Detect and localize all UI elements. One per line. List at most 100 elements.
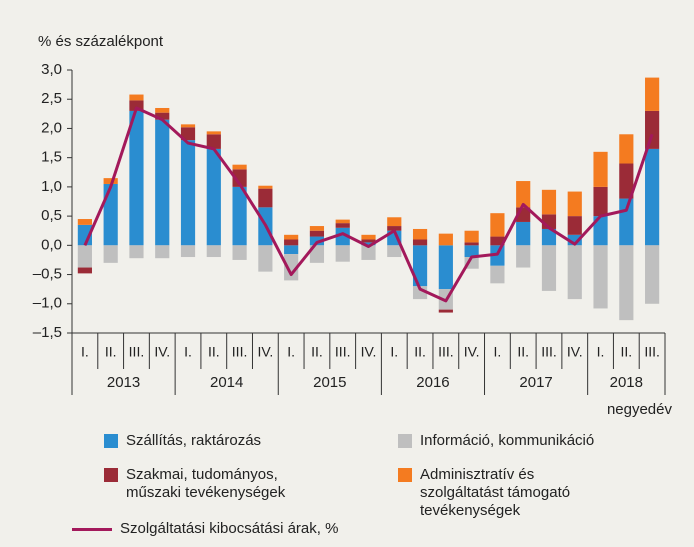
bar (309, 230, 325, 237)
bar (232, 186, 247, 246)
bar (129, 100, 144, 111)
x-tick-label: II. (105, 344, 117, 360)
bar (284, 239, 299, 246)
x-tick-label: I. (184, 344, 192, 360)
bar (464, 245, 479, 258)
chart: % és százalékpont negyedév –1,5 –1,0 –0,5 0… (33, 33, 673, 418)
bar (490, 265, 505, 284)
bar (412, 239, 428, 246)
bar (180, 245, 196, 258)
bar (645, 77, 660, 111)
bar (412, 228, 428, 240)
bar (361, 245, 376, 260)
bar (309, 245, 325, 263)
bar (541, 245, 557, 291)
bar (490, 236, 505, 246)
x-tick-label: I. (287, 344, 295, 360)
bar (567, 191, 582, 217)
bar (438, 245, 453, 290)
legend-swatch (72, 528, 112, 531)
y-tick-label: –1,0 (33, 295, 62, 312)
bar (335, 223, 350, 228)
bar (619, 245, 634, 321)
bar (232, 169, 247, 187)
y-tick-label: 1,5 (41, 149, 62, 166)
legend-swatch (398, 468, 412, 482)
bar (258, 245, 273, 272)
year-label: 2016 (416, 374, 449, 391)
bar (361, 234, 376, 240)
bar (593, 245, 608, 309)
bar (129, 94, 144, 101)
bar (335, 219, 350, 224)
bar (361, 239, 376, 243)
bar (180, 124, 196, 128)
x-tick-label: IV. (567, 344, 583, 360)
legend-swatch (398, 434, 412, 448)
bar (103, 178, 118, 184)
bar (77, 267, 92, 274)
x-tick-label: II. (620, 344, 632, 360)
bar (619, 134, 634, 164)
bar (284, 245, 299, 255)
bar (541, 228, 557, 246)
bar (155, 107, 170, 113)
x-tick-label: I. (390, 344, 398, 360)
line-series (83, 106, 654, 303)
bar (155, 245, 170, 259)
legend-label: Szállítás, raktározás (126, 432, 262, 449)
y-tick-label: –1,5 (33, 324, 62, 341)
legend-item: Szállítás, raktározás (104, 432, 334, 450)
bar (206, 148, 221, 246)
x-tick-label: III. (541, 344, 557, 360)
year-label: 2015 (313, 374, 346, 391)
x-tick-label: IV. (361, 344, 377, 360)
bar (645, 245, 660, 304)
x-tick-label: I. (597, 344, 605, 360)
bar (284, 254, 299, 281)
year-label: 2018 (610, 374, 643, 391)
bar (258, 185, 273, 189)
bar (180, 127, 196, 141)
x-tick-label: III. (438, 344, 454, 360)
bar (206, 245, 221, 258)
bar (645, 110, 660, 149)
legend-label: Szolgáltatási kibocsátási árak, % (120, 520, 339, 537)
bar (619, 198, 634, 246)
bar (361, 242, 376, 246)
y-tick-label: –0,5 (33, 266, 62, 283)
legend-swatch (104, 434, 118, 448)
bar (593, 216, 608, 246)
bar (619, 163, 634, 199)
bar (309, 226, 325, 231)
bar (206, 131, 221, 135)
bar (155, 112, 170, 120)
y-tick-label: 2,5 (41, 90, 62, 107)
bar (232, 245, 247, 260)
y-tick-label: 3,0 (41, 61, 62, 78)
bar (129, 245, 144, 259)
x-tick-label: I. (494, 344, 502, 360)
bar (516, 181, 531, 208)
legend-label: Információ, kommunikáció (420, 432, 595, 449)
year-label: 2013 (107, 374, 140, 391)
bar (129, 110, 144, 246)
y-tick-label: 2,0 (41, 119, 62, 136)
y-axis-label: % és százalékpont (38, 33, 164, 50)
bar (593, 186, 608, 217)
bar (567, 234, 582, 246)
bar (490, 213, 505, 237)
bar (258, 188, 273, 208)
bar (412, 245, 428, 287)
bar (206, 134, 221, 149)
year-label: 2017 (519, 374, 552, 391)
legend-swatch (104, 468, 118, 482)
x-tick-label: II. (414, 344, 426, 360)
bar (464, 230, 479, 243)
bar (516, 221, 531, 246)
bar (541, 189, 557, 215)
bar (284, 234, 299, 240)
bar (155, 119, 170, 246)
bar (232, 164, 247, 170)
